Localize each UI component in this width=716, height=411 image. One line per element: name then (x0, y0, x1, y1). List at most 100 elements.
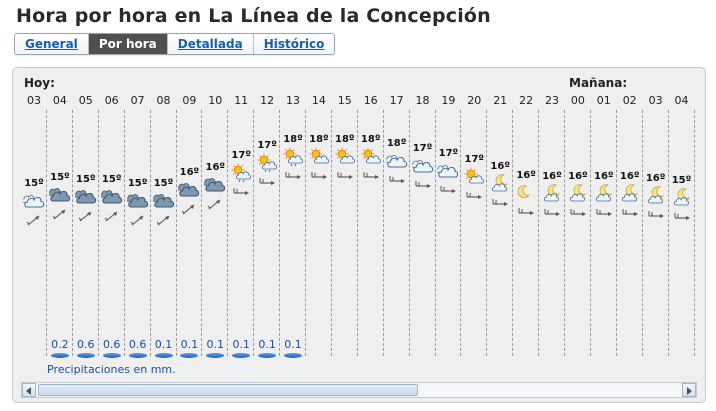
temperature-label: 16º (542, 171, 562, 182)
precipitation-label: Precipitaciones en mm. (47, 363, 176, 376)
column-divider (512, 110, 514, 356)
dark-clouds-icon (125, 191, 149, 209)
temperature-label: 16º (594, 171, 614, 182)
wind-east-icon (465, 187, 483, 199)
temperature-label: 16º (568, 171, 588, 182)
hour-label: 11 (234, 94, 249, 107)
wind-east-icon (336, 167, 354, 179)
hour-column: 01 16º (591, 94, 617, 356)
precipitation-cell: 0.1 (202, 338, 228, 368)
sun-cloud-rain-icon (282, 147, 304, 167)
precipitation-cell: 0.6 (73, 338, 99, 368)
precipitation-cell: 0.1 (228, 338, 254, 368)
hour-column: 18 17º (410, 94, 436, 356)
moon-cloud-icon (541, 184, 563, 202)
hour-label: 09 (182, 94, 197, 107)
rain-drop-icon (284, 353, 302, 358)
temperature-label: 16º (645, 173, 666, 184)
wind-east-icon (543, 204, 561, 216)
hour-column: 06 15º 0.6 (99, 94, 125, 358)
wind-east-icon (647, 206, 665, 218)
hour-column: 14 18º (306, 94, 332, 356)
tab-historico[interactable]: Histórico (253, 34, 335, 54)
wind-east-icon (621, 204, 639, 216)
wind-northeast-icon (155, 211, 173, 226)
temperature-label: 15º (101, 174, 122, 185)
dark-clouds-icon (99, 187, 123, 205)
hour-label: 03 (648, 94, 663, 107)
scroll-left-button[interactable] (22, 383, 36, 397)
wind-east-icon (569, 204, 587, 216)
column-divider (356, 110, 358, 356)
temperature-label: 15º (671, 175, 692, 186)
temperature-label: 17º (464, 154, 485, 165)
moon-cloud-icon (567, 184, 589, 202)
rain-drop-icon (128, 353, 147, 358)
hour-column: 11 17º 0.1 (228, 94, 255, 358)
rain-drop-icon (76, 353, 95, 358)
column-divider (123, 110, 125, 356)
tab-por-hora[interactable]: Por hora (88, 34, 168, 54)
horizontal-scrollbar[interactable] (21, 382, 697, 398)
scroll-right-button[interactable] (682, 383, 696, 397)
column-divider (641, 110, 643, 356)
tab-bar: General Por hora Detallada Histórico (14, 33, 336, 55)
precipitation-cell: 0.1 (280, 338, 306, 368)
temperature-label: 16º (516, 170, 536, 181)
hour-column: 10 16º 0.1 (202, 94, 229, 358)
rain-drop-icon (180, 353, 199, 358)
cloudy-icon (21, 191, 45, 209)
tab-detallada[interactable]: Detallada (167, 34, 254, 54)
temperature-label: 15º (24, 178, 44, 189)
dark-clouds-icon (177, 180, 200, 198)
hour-label: 08 (156, 94, 171, 107)
temperature-label: 18º (386, 138, 407, 149)
hour-column: 08 15º 0.1 (151, 94, 177, 358)
column-divider (71, 110, 73, 356)
column-divider (330, 110, 332, 356)
wind-northeast-icon (206, 195, 224, 210)
precipitation-value: 0.1 (180, 338, 199, 351)
temperature-label: 17º (231, 150, 251, 161)
temperature-label: 17º (257, 140, 277, 151)
rain-drop-icon (102, 353, 121, 358)
column-divider (175, 110, 177, 356)
column-divider (667, 110, 669, 356)
rain-drop-icon (258, 353, 277, 358)
column-divider (460, 110, 462, 356)
hour-column: 23 16º (539, 94, 565, 356)
moon-cloud-icon (619, 184, 641, 202)
hour-label: 15 (337, 94, 352, 107)
wind-east-icon (439, 181, 457, 193)
dark-clouds-icon (73, 187, 97, 205)
scrollbar-thumb[interactable] (38, 384, 418, 396)
moon-cloud-icon (489, 174, 511, 192)
wind-east-icon (673, 208, 691, 220)
hour-label: 16 (363, 94, 378, 107)
dark-clouds-icon (151, 191, 175, 209)
sun-cloud-icon (308, 147, 330, 165)
hour-label: 05 (78, 94, 93, 107)
precipitation-value: 0.1 (232, 338, 250, 351)
hour-label: 13 (286, 94, 300, 107)
temperature-label: 17º (438, 148, 459, 159)
hour-label: 06 (104, 94, 119, 107)
column-divider (693, 110, 695, 356)
tab-general[interactable]: General (15, 34, 89, 54)
column-divider (253, 110, 255, 356)
rain-drop-icon (232, 353, 251, 358)
column-divider (149, 110, 151, 356)
wind-east-icon (517, 203, 535, 215)
temperature-label: 15º (50, 172, 70, 183)
hour-label: 04 (52, 94, 67, 107)
temperature-label: 18º (309, 134, 329, 145)
hour-column: 05 15º 0.6 (73, 94, 99, 358)
precipitation-value: 0.6 (77, 338, 95, 351)
moon-icon (515, 183, 537, 201)
wind-east-icon (362, 167, 380, 179)
column-divider (305, 110, 306, 356)
temperature-label: 16º (205, 162, 226, 173)
chevron-right-icon (687, 387, 692, 395)
precipitation-value: 0.6 (102, 338, 121, 351)
chevron-left-icon (26, 387, 31, 395)
